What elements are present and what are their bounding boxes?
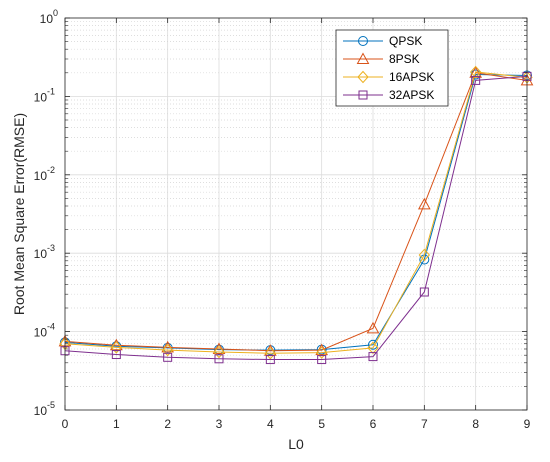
legend-marker — [358, 36, 368, 46]
data-point — [317, 355, 327, 365]
x-tick-label: 7 — [421, 417, 428, 431]
y-tick-label: 10 -3 — [34, 243, 55, 261]
data-point — [367, 341, 379, 355]
y-tick-exponent: -3 — [47, 243, 55, 253]
data-point — [368, 352, 378, 362]
data-point — [161, 340, 175, 353]
y-tick-base: 10 — [34, 90, 48, 104]
x-tick-label: 6 — [370, 417, 377, 431]
y-tick-base: 10 — [34, 169, 48, 183]
y-tick-exponent: -5 — [47, 400, 55, 410]
y-tick-label: 10 0 — [40, 8, 58, 26]
legend-label: 16APSK — [389, 70, 434, 84]
legend-box — [335, 29, 449, 107]
data-point — [368, 339, 378, 350]
data-point — [264, 346, 277, 360]
y-tick-label: 10 -1 — [34, 86, 55, 104]
x-tick-label: 5 — [318, 417, 325, 431]
x-axis-title: L0 — [288, 436, 304, 452]
x-tick-label: 2 — [164, 417, 171, 431]
y-tick-exponent: -1 — [47, 86, 55, 96]
data-point — [214, 354, 224, 364]
legend-item: QPSK — [343, 34, 422, 48]
legend-label: 32APSK — [389, 88, 434, 102]
legend-marker — [356, 52, 370, 64]
legend-label: 8PSK — [389, 52, 420, 66]
x-tick-label: 4 — [267, 417, 274, 431]
series-line — [64, 72, 528, 352]
legend-marker — [358, 90, 368, 100]
x-tick-label: 9 — [524, 417, 531, 431]
y-axis-title: Root Mean Square Error(RMSE) — [11, 113, 27, 315]
data-point — [213, 345, 225, 359]
y-tick-exponent: 0 — [53, 8, 58, 18]
data-point — [471, 75, 481, 85]
data-point — [469, 65, 482, 79]
data-point — [111, 350, 121, 360]
y-tick-label: 10 -2 — [34, 165, 55, 183]
y-tick-label: 10 -5 — [34, 400, 55, 418]
legend-item: 32APSK — [343, 88, 434, 102]
y-tick-label: 10 -4 — [34, 322, 55, 340]
y-tick-base: 10 — [34, 247, 48, 261]
x-tick-label: 1 — [113, 417, 120, 431]
series-line — [64, 75, 528, 361]
series-16apsk — [59, 65, 533, 360]
series-32apsk — [60, 71, 532, 365]
data-point — [163, 352, 173, 362]
plot-background — [65, 18, 527, 410]
data-point — [366, 321, 380, 334]
data-point — [419, 287, 429, 297]
y-tick-base: 10 — [34, 326, 48, 340]
data-point — [265, 355, 275, 365]
data-point — [315, 346, 328, 359]
y-tick-exponent: -4 — [47, 322, 55, 332]
legend-marker — [357, 70, 369, 84]
data-point — [110, 341, 123, 354]
legend-item: 8PSK — [343, 52, 420, 66]
series-line — [64, 74, 528, 351]
legend-item: 16APSK — [343, 70, 434, 84]
plot-frame — [64, 17, 528, 411]
legend-label: QPSK — [389, 34, 422, 48]
data-point — [212, 342, 226, 354]
series-layer — [58, 65, 534, 365]
y-tick-base: 10 — [40, 12, 54, 26]
legend: QPSK 8PSK 16APSK 32APSK — [335, 29, 449, 107]
axis-ticks — [64, 17, 528, 411]
data-point — [417, 197, 431, 210]
data-point — [418, 248, 431, 262]
y-tick-base: 10 — [34, 404, 48, 418]
series-line — [64, 71, 528, 354]
y-tick-exponent: -2 — [47, 165, 55, 175]
x-tick-label: 8 — [472, 417, 479, 431]
x-tick-label: 3 — [216, 417, 223, 431]
data-point — [161, 343, 174, 357]
x-tick-label: 0 — [62, 417, 69, 431]
